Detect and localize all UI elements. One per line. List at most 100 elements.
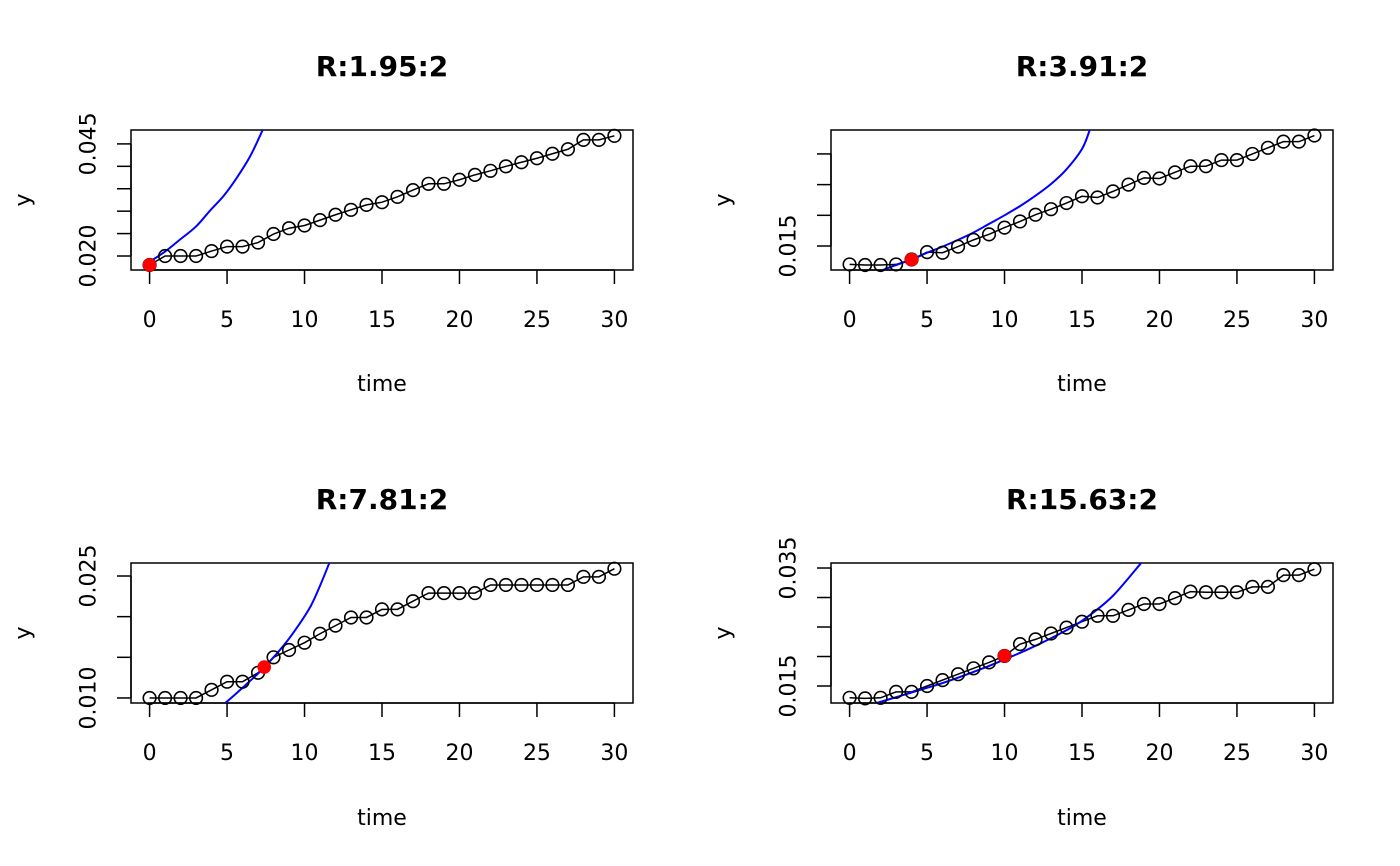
data-point <box>157 690 173 706</box>
data-point <box>390 602 405 617</box>
x-tick-label: 5 <box>220 308 234 333</box>
data-point <box>1260 579 1276 594</box>
x-tick-label: 30 <box>600 741 628 766</box>
data-point <box>374 602 390 617</box>
data-point <box>297 218 312 233</box>
data-point <box>873 257 888 273</box>
x-axis-label: time <box>1057 372 1107 397</box>
data-point <box>374 195 390 210</box>
x-tick-label: 25 <box>1223 741 1251 766</box>
data-point <box>235 239 250 254</box>
data-point <box>1198 159 1214 174</box>
x-tick-label: 10 <box>291 308 319 333</box>
data-point <box>219 239 235 254</box>
data-point <box>919 245 935 260</box>
data-point <box>343 202 359 217</box>
data-point <box>514 155 529 170</box>
data-point <box>436 585 452 601</box>
x-tick-label: 20 <box>445 741 473 766</box>
x-tick-label: 10 <box>291 741 319 766</box>
data-point <box>1090 608 1105 623</box>
data-point <box>1229 152 1245 168</box>
data-point <box>919 678 935 694</box>
highlight-point <box>257 660 272 674</box>
data-point <box>390 189 405 204</box>
data-point <box>328 618 343 633</box>
y-axis-label: y <box>711 193 736 206</box>
x-tick-label: 0 <box>143 308 157 333</box>
x-tick-label: 20 <box>1145 308 1173 333</box>
data-point <box>1307 562 1322 577</box>
x-tick-label: 0 <box>843 308 857 333</box>
data-point <box>1043 626 1059 641</box>
data-point <box>498 159 514 174</box>
highlight-point <box>142 258 157 272</box>
data-point <box>328 207 343 222</box>
data-point <box>1276 567 1291 583</box>
observed-line <box>149 135 615 266</box>
data-point <box>1152 596 1167 612</box>
data-point <box>607 128 622 143</box>
plot-area <box>849 563 1315 703</box>
y-tick-label: 0.025 <box>77 545 102 608</box>
panel-title: R:3.91:2 <box>1016 50 1149 83</box>
fit-curve <box>149 130 264 263</box>
x-tick-label: 15 <box>1068 308 1096 333</box>
data-point <box>1105 608 1121 623</box>
data-point <box>1214 152 1229 168</box>
y-tick-label: 0.045 <box>77 112 102 175</box>
x-tick-label: 25 <box>523 741 551 766</box>
data-point <box>576 569 591 584</box>
data-point <box>405 182 421 198</box>
data-point <box>842 257 857 272</box>
data-point <box>173 248 188 264</box>
panel-3: R:7.81:2 time y 0 5 10 15 20 25 30 0.010 0.025 <box>11 483 634 831</box>
data-point <box>405 594 421 609</box>
data-point <box>935 245 950 260</box>
data-point <box>1074 189 1090 204</box>
data-point <box>1260 140 1276 155</box>
data-point <box>981 227 997 242</box>
x-tick-label: 0 <box>143 741 157 766</box>
data-point <box>312 626 328 641</box>
plot-frame <box>130 562 634 704</box>
data-point <box>235 674 250 689</box>
panel-1: R:1.95:2 time y 0 5 10 15 20 25 30 0.020 0.045 <box>11 50 634 397</box>
data-point <box>857 691 873 706</box>
data-point <box>904 684 919 700</box>
data-point <box>981 655 997 670</box>
data-point <box>1136 596 1152 612</box>
data-point <box>1074 614 1090 629</box>
y-tick-label: 0.015 <box>777 215 802 278</box>
data-point <box>529 151 545 166</box>
data-point <box>1090 190 1105 205</box>
data-point <box>1183 584 1198 599</box>
x-axis-label: time <box>1057 806 1107 831</box>
data-point <box>857 257 873 273</box>
data-point <box>359 610 374 625</box>
x-tick-label: 10 <box>991 308 1019 333</box>
data-point <box>173 690 188 706</box>
x-tick-label: 30 <box>1300 741 1328 766</box>
x-tick-label: 5 <box>920 308 934 333</box>
panel-title: R:7.81:2 <box>316 483 449 516</box>
data-point <box>966 232 981 247</box>
data-point <box>467 167 483 182</box>
x-tick-label: 5 <box>220 741 234 766</box>
data-point <box>157 248 173 264</box>
data-point <box>188 248 204 264</box>
data-point <box>204 243 219 259</box>
panel-title: R:15.63:2 <box>1006 483 1158 516</box>
data-point <box>1121 602 1136 618</box>
x-tick-label: 15 <box>1068 741 1096 766</box>
y-axis-label: y <box>11 626 36 639</box>
data-point <box>266 650 281 665</box>
x-tick-label: 30 <box>1300 308 1328 333</box>
data-point <box>997 220 1012 235</box>
data-point <box>966 661 981 676</box>
data-point <box>545 146 560 161</box>
highlight-point <box>904 252 919 267</box>
data-point <box>1167 165 1183 180</box>
y-tick-label: 0.020 <box>77 225 102 288</box>
